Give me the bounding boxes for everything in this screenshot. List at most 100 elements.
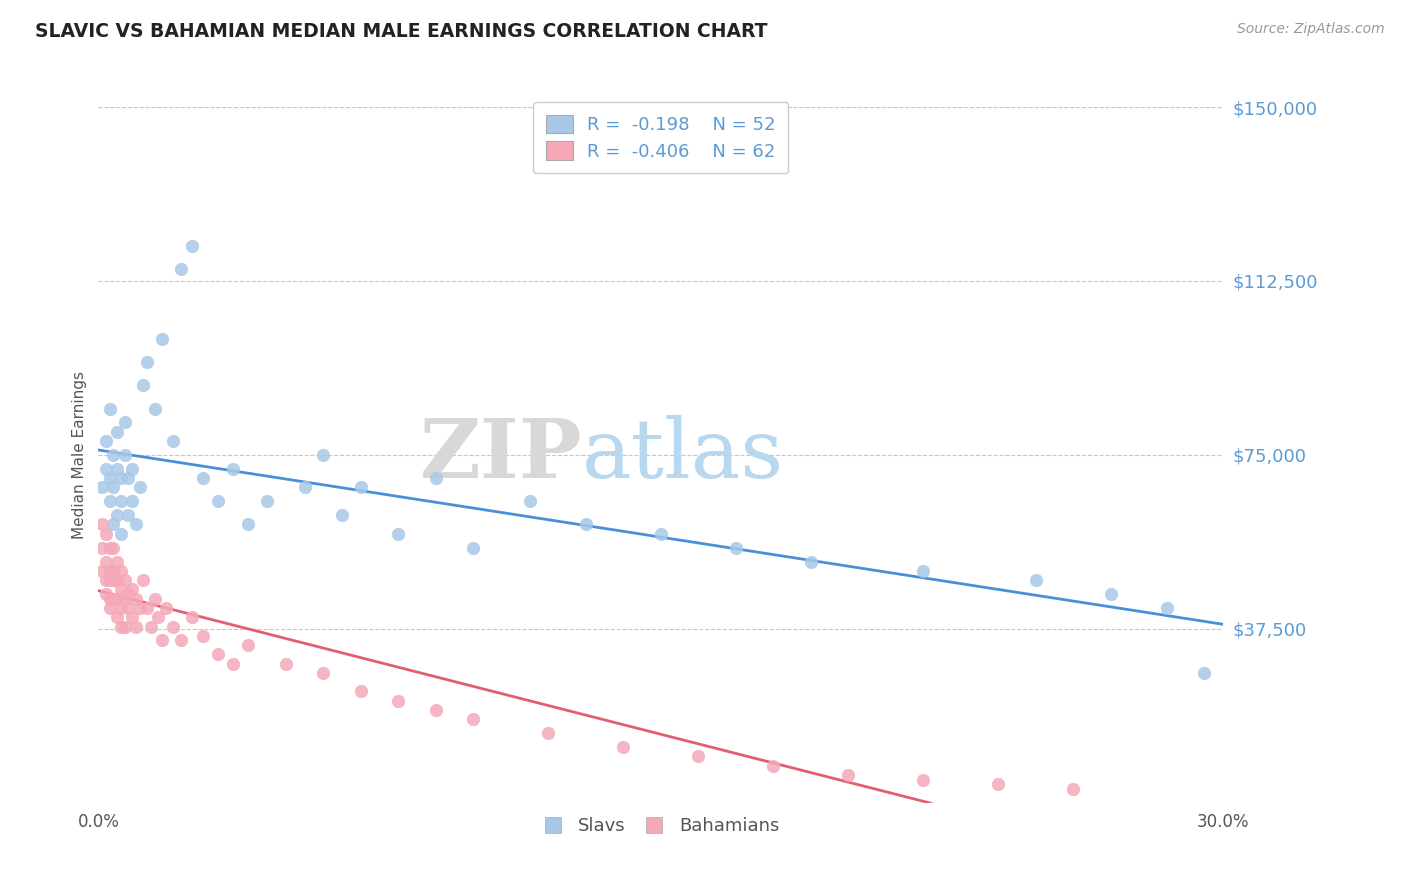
Point bbox=[136, 601, 159, 615]
Point bbox=[103, 517, 125, 532]
Point bbox=[103, 480, 125, 494]
Point bbox=[181, 610, 204, 624]
Point bbox=[1194, 665, 1216, 680]
Point bbox=[155, 601, 177, 615]
Point bbox=[181, 239, 204, 253]
Point bbox=[724, 541, 747, 555]
Point bbox=[207, 648, 229, 662]
Point bbox=[162, 619, 184, 633]
Y-axis label: Median Male Earnings: Median Male Earnings bbox=[72, 371, 87, 539]
Point bbox=[103, 448, 125, 462]
Point bbox=[94, 462, 117, 476]
Point bbox=[105, 508, 128, 523]
Point bbox=[387, 526, 409, 541]
Point bbox=[143, 591, 166, 606]
Point bbox=[1156, 601, 1178, 615]
Point bbox=[912, 772, 935, 787]
Point bbox=[128, 601, 150, 615]
Point bbox=[94, 434, 117, 448]
Point bbox=[121, 610, 143, 624]
Point bbox=[350, 684, 373, 698]
Point bbox=[98, 601, 121, 615]
Point bbox=[612, 740, 634, 755]
Point bbox=[143, 401, 166, 416]
Point bbox=[125, 619, 148, 633]
Point bbox=[463, 541, 485, 555]
Point bbox=[1025, 573, 1047, 587]
Point bbox=[222, 657, 245, 671]
Point bbox=[98, 573, 121, 587]
Point bbox=[425, 471, 447, 485]
Point bbox=[105, 425, 128, 439]
Point bbox=[114, 591, 136, 606]
Point bbox=[330, 508, 353, 523]
Text: SLAVIC VS BAHAMIAN MEDIAN MALE EARNINGS CORRELATION CHART: SLAVIC VS BAHAMIAN MEDIAN MALE EARNINGS … bbox=[35, 22, 768, 41]
Point bbox=[110, 526, 132, 541]
Point bbox=[170, 262, 193, 277]
Point bbox=[103, 591, 125, 606]
Point bbox=[114, 448, 136, 462]
Point bbox=[912, 564, 935, 578]
Point bbox=[125, 591, 148, 606]
Point bbox=[387, 694, 409, 708]
Point bbox=[91, 541, 114, 555]
Point bbox=[121, 494, 143, 508]
Point bbox=[117, 587, 139, 601]
Point bbox=[463, 712, 485, 726]
Point bbox=[256, 494, 278, 508]
Point bbox=[519, 494, 541, 508]
Point bbox=[98, 401, 121, 416]
Point bbox=[91, 517, 114, 532]
Point bbox=[688, 749, 710, 764]
Legend: Slavs, Bahamians: Slavs, Bahamians bbox=[534, 810, 787, 842]
Point bbox=[537, 726, 560, 740]
Point bbox=[114, 416, 136, 430]
Point bbox=[110, 494, 132, 508]
Point bbox=[312, 448, 335, 462]
Point bbox=[136, 355, 159, 369]
Point bbox=[105, 610, 128, 624]
Point bbox=[94, 573, 117, 587]
Point bbox=[94, 555, 117, 569]
Point bbox=[274, 657, 297, 671]
Text: ZIP: ZIP bbox=[419, 415, 582, 495]
Point bbox=[105, 462, 128, 476]
Point bbox=[650, 526, 672, 541]
Point bbox=[312, 665, 335, 680]
Point bbox=[98, 471, 121, 485]
Text: atlas: atlas bbox=[582, 415, 785, 495]
Point bbox=[425, 703, 447, 717]
Point bbox=[98, 564, 121, 578]
Point bbox=[105, 555, 128, 569]
Point bbox=[238, 517, 260, 532]
Point bbox=[222, 462, 245, 476]
Point bbox=[575, 517, 598, 532]
Point bbox=[132, 573, 155, 587]
Point bbox=[114, 573, 136, 587]
Point bbox=[110, 564, 132, 578]
Point bbox=[117, 471, 139, 485]
Point bbox=[91, 480, 114, 494]
Point bbox=[193, 629, 215, 643]
Point bbox=[110, 582, 132, 597]
Point bbox=[105, 591, 128, 606]
Point bbox=[139, 619, 162, 633]
Point bbox=[128, 480, 150, 494]
Point bbox=[1062, 781, 1084, 796]
Point bbox=[193, 471, 215, 485]
Point bbox=[103, 564, 125, 578]
Point bbox=[1099, 587, 1122, 601]
Point bbox=[350, 480, 373, 494]
Point bbox=[110, 471, 132, 485]
Point bbox=[800, 555, 823, 569]
Point bbox=[150, 633, 173, 648]
Point bbox=[762, 758, 785, 772]
Point bbox=[148, 610, 170, 624]
Point bbox=[98, 494, 121, 508]
Point bbox=[105, 573, 128, 587]
Point bbox=[238, 638, 260, 652]
Point bbox=[110, 601, 132, 615]
Point bbox=[150, 332, 173, 346]
Point bbox=[114, 619, 136, 633]
Point bbox=[294, 480, 316, 494]
